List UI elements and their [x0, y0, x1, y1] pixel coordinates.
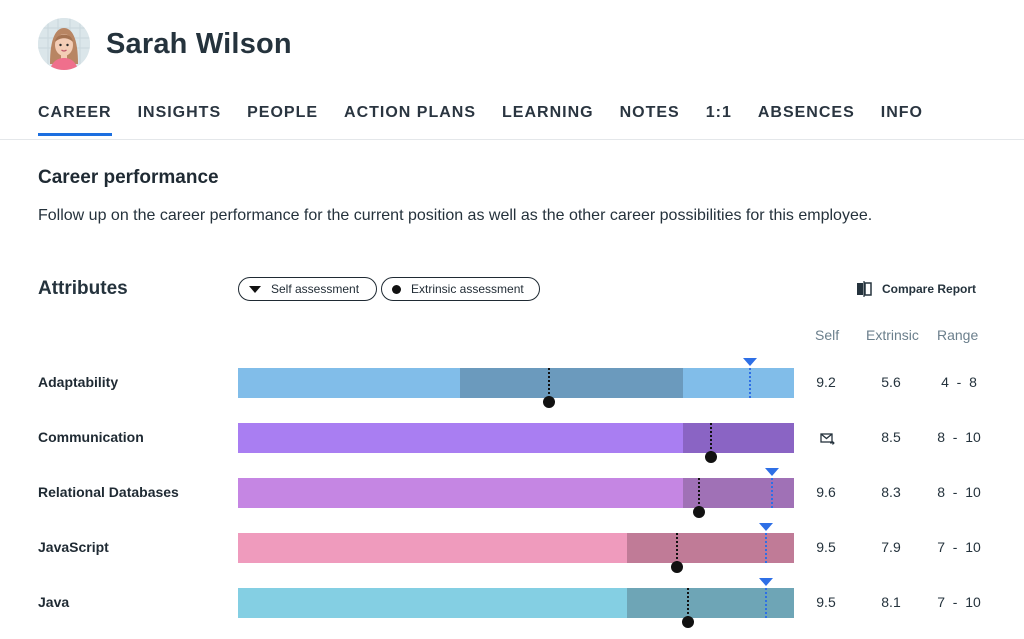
extrinsic-marker-line	[698, 478, 701, 508]
extrinsic-marker-line	[548, 368, 551, 398]
attribute-bar[interactable]	[238, 358, 794, 408]
extrinsic-marker-dot	[543, 396, 556, 408]
tab-notes[interactable]: NOTES	[619, 104, 680, 121]
attribute-bar[interactable]	[238, 423, 794, 463]
attribute-label: Java	[38, 594, 70, 610]
attribute-bar[interactable]	[238, 523, 794, 573]
extrinsic-marker-dot	[671, 561, 684, 573]
attribute-label: Relational Databases	[38, 484, 179, 500]
extrinsic-marker-dot	[682, 616, 695, 628]
expected-range-segment	[460, 368, 683, 398]
tab-career[interactable]: CAREER	[38, 104, 112, 136]
self-assessment-legend-label: Self assessment	[271, 282, 360, 296]
tab-info[interactable]: INFO	[880, 104, 923, 121]
self-marker-triangle	[759, 523, 774, 531]
tab-action-plans[interactable]: ACTION PLANS	[344, 104, 477, 121]
self-score: 9.5	[816, 594, 836, 610]
extrinsic-score: 8.5	[881, 429, 901, 445]
tab-one-on-one[interactable]: 1:1	[705, 104, 732, 121]
compare-report-button[interactable]: Compare Report	[856, 281, 976, 297]
range-value: 4 - 8	[941, 374, 977, 390]
self-score: 9.6	[816, 484, 836, 500]
range-value: 7 - 10	[937, 539, 981, 555]
extrinsic-marker-dot	[704, 451, 717, 463]
self-assessment-legend[interactable]: Self assessment	[238, 277, 377, 301]
expected-range-segment	[682, 423, 794, 453]
tab-people[interactable]: PEOPLE	[247, 104, 319, 121]
compare-report-label: Compare Report	[882, 282, 977, 296]
tab-bar: CAREER INSIGHTS PEOPLE ACTION PLANS LEAR…	[38, 104, 949, 136]
dot-marker-icon	[392, 284, 401, 294]
extrinsic-score: 7.9	[881, 539, 901, 555]
self-marker-triangle	[742, 358, 757, 366]
mail-icon[interactable]	[820, 432, 835, 450]
self-score: 9.5	[816, 539, 836, 555]
extrinsic-marker-line	[709, 423, 712, 453]
extrinsic-assessment-legend-label: Extrinsic assessment	[411, 282, 524, 296]
expected-range-segment	[627, 588, 794, 618]
column-header-range: Range	[937, 327, 979, 343]
attribute-label: Communication	[38, 429, 144, 445]
range-value: 8 - 10	[937, 429, 981, 445]
tab-insights[interactable]: INSIGHTS	[137, 104, 222, 121]
tab-learning[interactable]: LEARNING	[502, 104, 594, 121]
column-header-self: Self	[815, 327, 840, 343]
attributes-title: Attributes	[38, 278, 128, 299]
self-score: 9.2	[816, 374, 836, 390]
tab-absences[interactable]: ABSENCES	[757, 104, 855, 121]
expected-range-segment	[682, 478, 794, 508]
self-marker-line	[748, 368, 751, 398]
self-marker-line	[765, 588, 768, 618]
extrinsic-marker-line	[676, 533, 679, 563]
self-marker-triangle	[764, 468, 779, 476]
section-title: Career performance	[38, 167, 219, 188]
avatar[interactable]	[38, 18, 90, 70]
extrinsic-score: 5.6	[881, 374, 901, 390]
section-description: Follow up on the career performance for …	[38, 207, 873, 224]
attribute-bar[interactable]	[238, 468, 794, 518]
extrinsic-assessment-legend[interactable]: Extrinsic assessment	[381, 277, 540, 301]
extrinsic-marker-line	[687, 588, 690, 618]
self-marker-triangle	[759, 578, 774, 586]
employee-header: Sarah Wilson	[38, 18, 292, 70]
tabs-divider	[0, 139, 1024, 140]
self-marker-line	[770, 478, 773, 508]
self-marker-line	[765, 533, 768, 563]
triangle-marker-icon	[249, 285, 261, 293]
attribute-bar[interactable]	[238, 578, 794, 628]
extrinsic-score: 8.1	[881, 594, 901, 610]
extrinsic-score: 8.3	[881, 484, 901, 500]
range-value: 8 - 10	[937, 484, 981, 500]
column-header-extrinsic: Extrinsic	[866, 327, 919, 343]
extrinsic-marker-dot	[693, 506, 706, 518]
range-value: 7 - 10	[937, 594, 981, 610]
attribute-label: Adaptability	[38, 374, 119, 390]
attribute-label: JavaScript	[38, 539, 109, 555]
compare-icon	[857, 281, 872, 297]
expected-range-segment	[627, 533, 794, 563]
employee-name: Sarah Wilson	[106, 27, 292, 60]
